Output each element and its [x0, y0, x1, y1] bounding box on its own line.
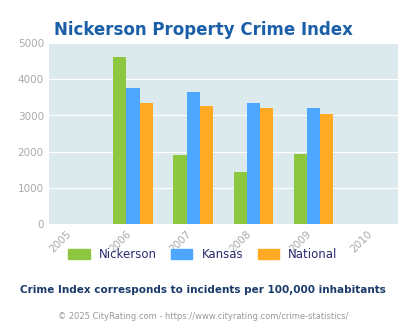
Bar: [173, 155, 186, 224]
Text: © 2025 CityRating.com - https://www.cityrating.com/crime-statistics/: © 2025 CityRating.com - https://www.city…: [58, 312, 347, 321]
Bar: [259, 108, 273, 224]
Bar: [139, 103, 153, 224]
Bar: [306, 108, 320, 224]
Text: Nickerson Property Crime Index: Nickerson Property Crime Index: [53, 21, 352, 39]
Text: Crime Index corresponds to incidents per 100,000 inhabitants: Crime Index corresponds to incidents per…: [20, 285, 385, 295]
Bar: [293, 154, 306, 224]
Bar: [320, 114, 333, 224]
Bar: [186, 92, 199, 224]
Bar: [246, 103, 259, 224]
Bar: [233, 173, 246, 224]
Legend: Nickerson, Kansas, National: Nickerson, Kansas, National: [64, 244, 341, 266]
Bar: [113, 57, 126, 224]
Bar: [126, 88, 139, 224]
Bar: [199, 106, 213, 224]
